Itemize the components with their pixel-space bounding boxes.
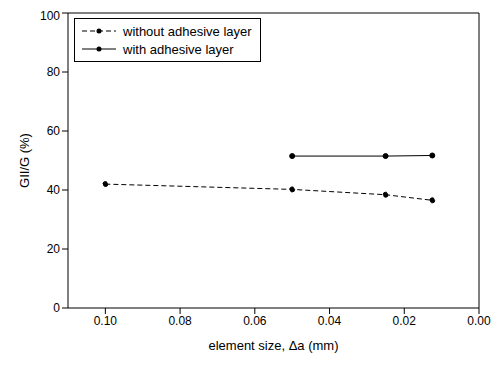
svg-text:0.06: 0.06 [243, 314, 267, 328]
svg-text:0.00: 0.00 [467, 314, 491, 328]
html-text:with adhesive layer: with adhesive layer [123, 41, 234, 57]
html-text:without adhesive layer: without adhesive layer [123, 23, 252, 39]
svg-text:0: 0 [53, 301, 60, 315]
svg-text:80: 80 [47, 65, 61, 79]
svg-text:100: 100 [40, 9, 60, 23]
svg-text:element size, Δa (mm): element size, Δa (mm) [208, 338, 338, 353]
svg-text:0.08: 0.08 [168, 314, 192, 328]
svg-text:0.02: 0.02 [393, 314, 417, 328]
svg-text:0.04: 0.04 [318, 314, 342, 328]
svg-text:GII/G (%): GII/G (%) [17, 133, 32, 188]
svg-text:60: 60 [47, 124, 61, 138]
svg-text:0.10: 0.10 [94, 314, 118, 328]
svg-text:40: 40 [47, 183, 61, 197]
svg-text:20: 20 [47, 242, 61, 256]
